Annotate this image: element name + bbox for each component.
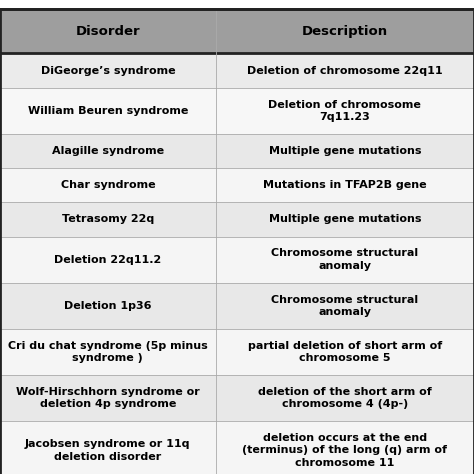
Bar xyxy=(0,329,474,375)
Text: Alagille syndrome: Alagille syndrome xyxy=(52,146,164,156)
Bar xyxy=(0,375,474,421)
Text: Multiple gene mutations: Multiple gene mutations xyxy=(269,146,421,156)
Text: William Beuren syndrome: William Beuren syndrome xyxy=(27,106,188,116)
Text: Deletion of chromosome 22q11: Deletion of chromosome 22q11 xyxy=(247,65,443,75)
Bar xyxy=(0,54,474,88)
Text: Deletion of chromosome
7q11.23: Deletion of chromosome 7q11.23 xyxy=(268,100,421,122)
Bar xyxy=(0,88,474,134)
Text: Chromosome structural
anomaly: Chromosome structural anomaly xyxy=(271,295,419,317)
Text: partial deletion of short arm of
chromosome 5: partial deletion of short arm of chromos… xyxy=(248,341,442,363)
Text: Char syndrome: Char syndrome xyxy=(61,180,155,190)
Text: Jacobsen syndrome or 11q
deletion disorder: Jacobsen syndrome or 11q deletion disord… xyxy=(25,439,191,462)
Text: Deletion 1p36: Deletion 1p36 xyxy=(64,301,152,311)
Bar xyxy=(0,237,474,283)
Text: Cri du chat syndrome (5p minus
syndrome ): Cri du chat syndrome (5p minus syndrome … xyxy=(8,341,208,363)
Text: deletion occurs at the end
(terminus) of the long (q) arm of
chromosome 11: deletion occurs at the end (terminus) of… xyxy=(242,433,447,468)
Bar xyxy=(0,9,474,54)
Text: Disorder: Disorder xyxy=(75,25,140,38)
Bar xyxy=(0,283,474,329)
Text: Description: Description xyxy=(302,25,388,38)
Bar xyxy=(0,421,474,474)
Bar xyxy=(0,168,474,202)
Text: Mutations in TFAP2B gene: Mutations in TFAP2B gene xyxy=(263,180,427,190)
Text: DiGeorge’s syndrome: DiGeorge’s syndrome xyxy=(40,65,175,75)
Text: Wolf-Hirschhorn syndrome or
deletion 4p syndrome: Wolf-Hirschhorn syndrome or deletion 4p … xyxy=(16,387,200,410)
Text: Chromosome structural
anomaly: Chromosome structural anomaly xyxy=(271,248,419,271)
Text: Multiple gene mutations: Multiple gene mutations xyxy=(269,214,421,224)
Text: Deletion 22q11.2: Deletion 22q11.2 xyxy=(54,255,162,264)
Text: Tetrasomy 22q: Tetrasomy 22q xyxy=(62,214,154,224)
Text: deletion of the short arm of
chromosome 4 (4p-): deletion of the short arm of chromosome … xyxy=(258,387,432,410)
Bar xyxy=(0,134,474,168)
Bar xyxy=(0,202,474,237)
